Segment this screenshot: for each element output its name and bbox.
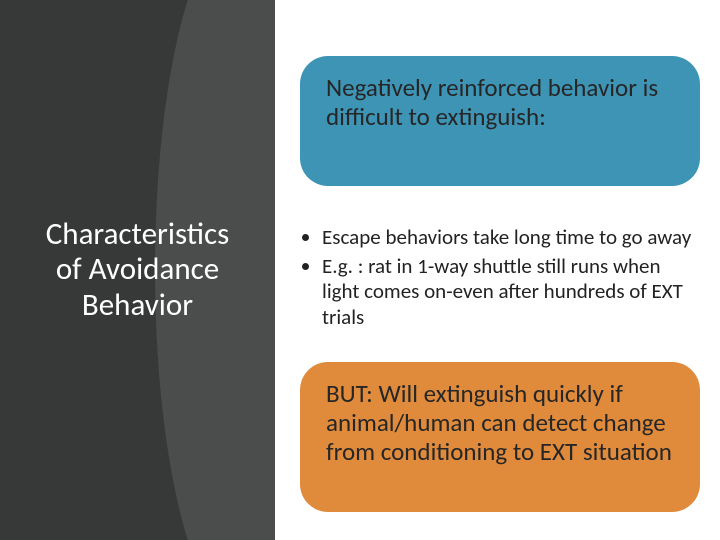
slide-title: Characteristics of Avoidance Behavior — [22, 217, 253, 324]
bullet-item: E.g. : rat in 1-way shuttle still runs w… — [322, 254, 700, 330]
callout-bottom-text: BUT: Will extinguish quickly if animal/h… — [326, 378, 672, 467]
left-panel: Characteristics of Avoidance Behavior — [0, 0, 275, 540]
bullet-list-ul: Escape behaviors take long time to go aw… — [300, 225, 700, 330]
slide: Characteristics of Avoidance Behavior Ne… — [0, 0, 720, 540]
slide-title-line: Behavior — [46, 288, 229, 324]
bullet-list: Escape behaviors take long time to go aw… — [300, 225, 700, 334]
slide-title-line: of Avoidance — [46, 252, 229, 288]
callout-top-text: Negatively reinforced behavior is diffic… — [326, 72, 658, 132]
callout-top: Negatively reinforced behavior is diffic… — [300, 56, 700, 186]
bullet-item: Escape behaviors take long time to go aw… — [322, 225, 700, 250]
slide-title-line: Characteristics — [46, 217, 229, 253]
callout-bottom: BUT: Will extinguish quickly if animal/h… — [300, 362, 700, 512]
